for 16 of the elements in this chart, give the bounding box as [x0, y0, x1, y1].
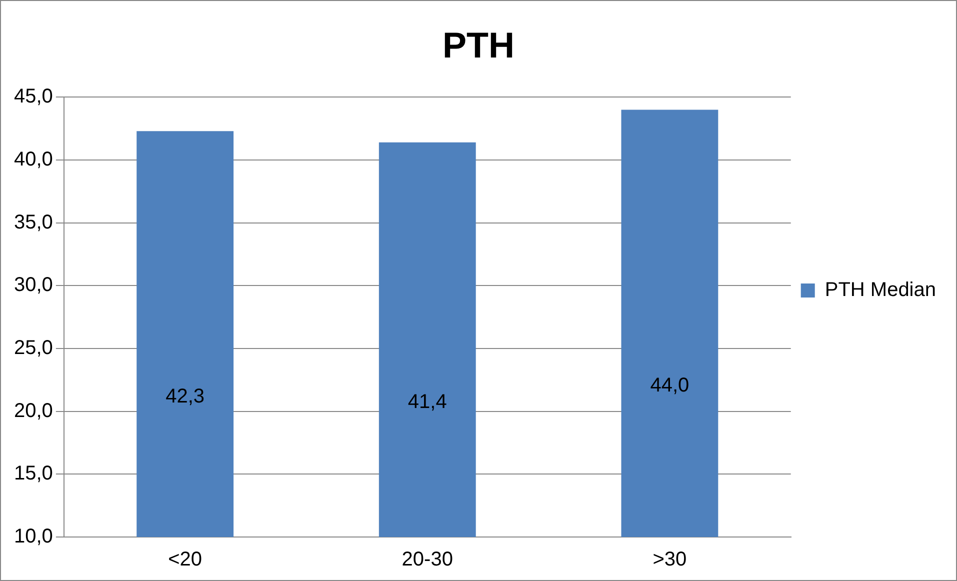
y-tick-label: 25,0 [14, 337, 53, 360]
data-label: 41,4 [408, 391, 447, 414]
y-tick-label: 15,0 [14, 462, 53, 485]
y-tick-label: 10,0 [14, 526, 53, 548]
legend-label: PTH Median [824, 279, 936, 302]
data-label: 44,0 [650, 374, 690, 397]
x-tick-label: 20-30 [402, 548, 453, 571]
y-tick-label: 35,0 [14, 211, 53, 234]
y-tick-label: 20,0 [14, 400, 53, 422]
chart-title: PTH [442, 24, 514, 66]
data-label: 42,3 [166, 385, 205, 408]
x-tick-label: <20 [168, 548, 202, 571]
y-tick-label: 45,0 [14, 86, 53, 108]
y-tick-label: 30,0 [14, 274, 53, 296]
x-tick-label: >30 [652, 548, 687, 571]
y-tick-label: 40,0 [14, 148, 53, 171]
